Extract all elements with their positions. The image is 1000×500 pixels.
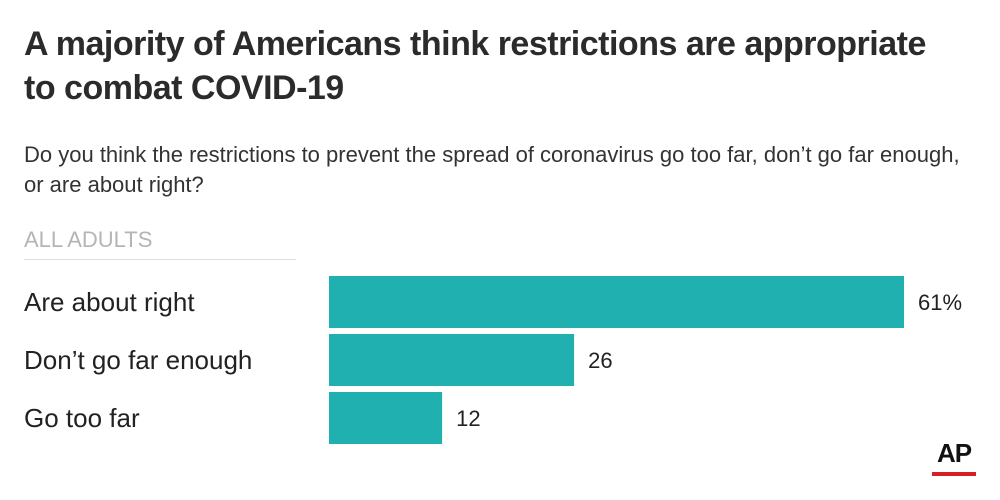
bar-chart: Are about right 61% Don’t go far enough 26 G… xyxy=(0,270,1000,455)
bar xyxy=(329,334,575,386)
ap-logo-bar xyxy=(932,472,976,476)
value-label: 26 xyxy=(588,348,612,373)
ap-logo-text: AP xyxy=(936,438,972,468)
category-label: Go too far xyxy=(24,403,140,433)
bar xyxy=(329,392,443,444)
group-divider xyxy=(24,259,296,260)
chart-subtitle: Do you think the restrictions to prevent… xyxy=(24,142,960,197)
category-label: Are about right xyxy=(24,287,195,317)
value-label: 12 xyxy=(456,406,480,431)
value-label: 61% xyxy=(918,290,962,315)
ap-logo: AP xyxy=(932,438,976,478)
category-label: Don’t go far enough xyxy=(24,345,252,375)
group-label: ALL ADULTS xyxy=(24,227,153,252)
chart-title: A majority of Americans think restrictio… xyxy=(24,25,926,107)
bar xyxy=(329,276,904,328)
bar-chart-svg: Are about right 61% Don’t go far enough 26 G… xyxy=(24,276,962,444)
